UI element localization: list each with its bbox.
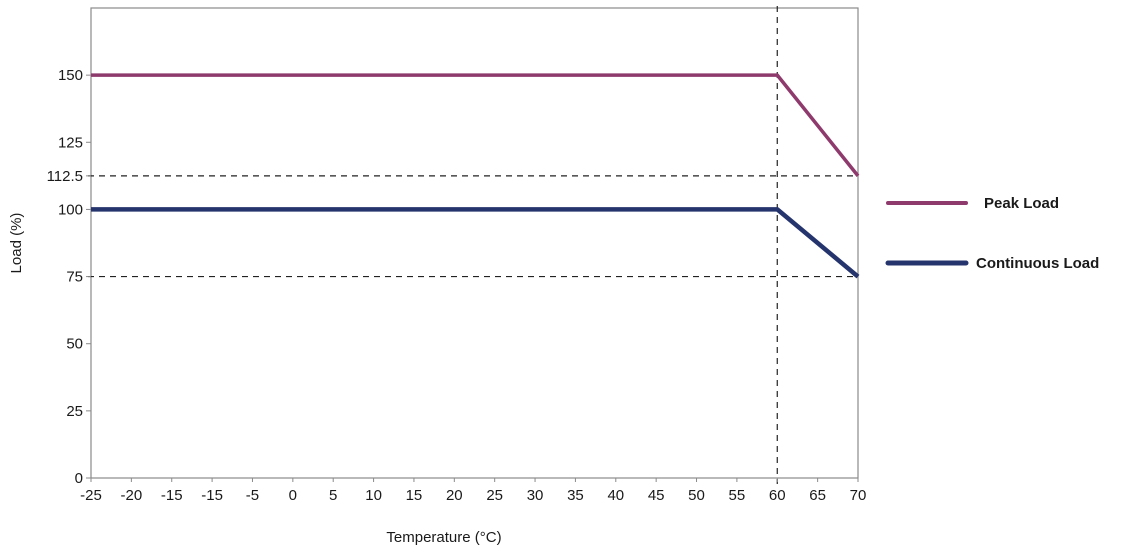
x-tick-label: 35 [567,487,584,504]
x-tick-label: 60 [769,487,786,504]
x-tick-label: 55 [729,487,746,504]
x-tick-label: 40 [607,487,624,504]
x-tick-label: -5 [246,487,259,504]
y-tick-label: 150 [58,67,83,84]
x-tick-label: 65 [809,487,826,504]
x-tick-label: 10 [365,487,382,504]
plot-frame [90,7,859,479]
x-tick-label: -15 [161,487,183,504]
y-tick-label: 125 [58,134,83,151]
x-tick-label: 45 [648,487,665,504]
x-tick-label: -25 [80,487,102,504]
series-line-peak-load [91,73,860,177]
x-tick-label: 20 [446,487,463,504]
legend-label: Continuous Load [976,255,1099,272]
x-tick-label: 15 [406,487,423,504]
x-tick-label: -20 [121,487,143,504]
x-tick-label: -15 [201,487,223,504]
series-line-continuous-load [91,207,860,279]
x-tick-label: 30 [527,487,544,504]
legend-label: Peak Load [984,195,1059,212]
x-tick-label: 5 [329,487,337,504]
y-axis-title: Load (%) [8,213,25,274]
y-tick-label: 25 [66,403,83,420]
y-tick-label: 112.5 [47,168,83,185]
x-axis-title: Temperature (°C) [386,529,501,546]
y-tick-label: 0 [75,470,83,487]
x-tick-label: 50 [688,487,705,504]
y-tick-label: 50 [66,336,83,353]
x-tick-label: 0 [289,487,297,504]
y-tick-label: 75 [66,269,83,286]
x-tick-label: 70 [850,487,867,504]
y-tick-label: 100 [58,201,83,218]
x-tick-label: 25 [486,487,503,504]
